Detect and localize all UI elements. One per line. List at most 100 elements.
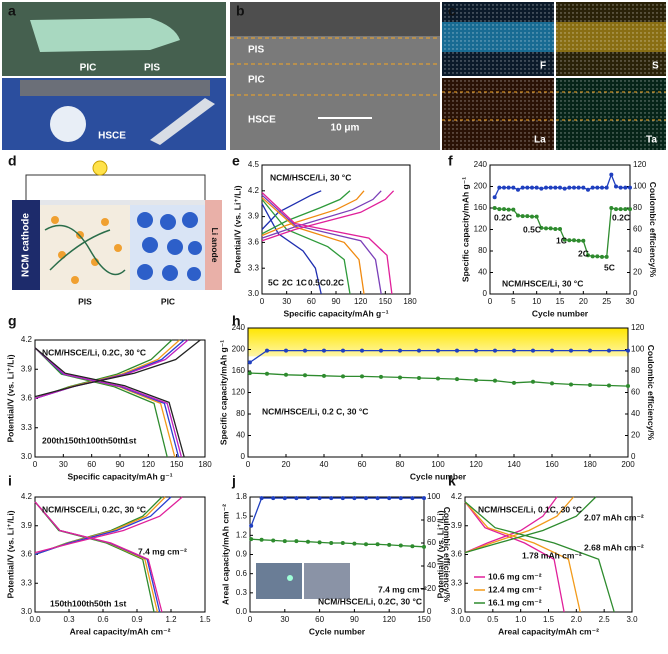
annotation: 7.4 mg cm⁻² bbox=[138, 546, 187, 556]
point bbox=[623, 185, 628, 190]
series-line bbox=[250, 497, 424, 527]
y-tick-label: 4.2 bbox=[248, 186, 260, 195]
x-tick-label: 150 bbox=[379, 297, 393, 306]
panel-label: i bbox=[8, 473, 12, 489]
x-tick-label: 60 bbox=[358, 460, 367, 469]
x-tick-label: 0 bbox=[33, 460, 38, 469]
annotation: 0.2C bbox=[494, 212, 512, 222]
point bbox=[249, 523, 254, 528]
panel-label: f bbox=[448, 153, 453, 169]
point bbox=[455, 377, 459, 382]
y2-axis-label: Coulombic efficiency/% bbox=[442, 507, 452, 603]
y-tick-label: 0 bbox=[241, 452, 246, 461]
x-axis-label: Areal capacity/mAh cm⁻² bbox=[70, 626, 171, 636]
series-line bbox=[261, 190, 365, 295]
y-tick-label: 160 bbox=[474, 203, 488, 212]
x-tick-label: 30 bbox=[280, 615, 289, 624]
point bbox=[614, 184, 618, 189]
y-tick-label: 3.6 bbox=[21, 394, 33, 403]
point bbox=[516, 187, 520, 192]
y-tick-label: 3.9 bbox=[451, 521, 463, 530]
legend-label: 0.2C bbox=[326, 277, 344, 287]
layer-label: PIC bbox=[248, 75, 265, 86]
annotation: NCM/HSCE/Li, 0.2 C, 30 °C bbox=[262, 406, 368, 416]
y-tick-label: 200 bbox=[474, 182, 488, 191]
y2-tick-label: 60 bbox=[427, 538, 436, 547]
y-tick-label: 4.2 bbox=[451, 492, 463, 501]
y-tick-label: 1.8 bbox=[236, 492, 248, 501]
x-tick-label: 90 bbox=[116, 460, 125, 469]
chart: g 0 30 60 90 120 150 180 3.0 3.3 3.6 3.9 4.2 Specific… bbox=[5, 313, 212, 482]
y2-tick-label: 80 bbox=[631, 366, 640, 375]
region-label: PIS bbox=[78, 296, 92, 306]
x-tick-label: 40 bbox=[320, 460, 329, 469]
point bbox=[604, 254, 609, 259]
y-tick-label: 80 bbox=[236, 409, 245, 418]
point bbox=[398, 543, 403, 548]
y-tick-label: 3.3 bbox=[248, 263, 260, 272]
point bbox=[364, 542, 368, 547]
x-tick-label: 30 bbox=[59, 460, 68, 469]
y-tick-label: 0 bbox=[483, 289, 488, 298]
point bbox=[398, 375, 402, 380]
y-tick-label: 200 bbox=[232, 345, 246, 354]
annotation: 0.2C bbox=[612, 212, 630, 222]
x-tick-label: 120 bbox=[142, 460, 156, 469]
y-tick-label: 240 bbox=[232, 323, 246, 332]
series-line bbox=[261, 190, 351, 295]
point bbox=[512, 348, 516, 353]
y-tick-label: 3.6 bbox=[21, 550, 33, 559]
element-label: Ta bbox=[646, 135, 657, 146]
x-tick-label: 20 bbox=[282, 460, 291, 469]
y2-tick-label: 120 bbox=[631, 323, 645, 332]
point bbox=[530, 185, 534, 190]
y-tick-label: 4.5 bbox=[248, 160, 260, 169]
x-tick-label: 0.9 bbox=[131, 615, 143, 624]
plot-frame bbox=[249, 496, 425, 613]
point bbox=[306, 539, 310, 544]
photo-label: PIC bbox=[80, 63, 97, 74]
point bbox=[322, 348, 326, 353]
y2-tick-label: 0 bbox=[633, 289, 638, 298]
point bbox=[303, 348, 307, 353]
point bbox=[586, 187, 590, 192]
x-tick-label: 80 bbox=[396, 460, 405, 469]
x-tick-label: 0 bbox=[248, 615, 253, 624]
legend-label: 2C bbox=[282, 277, 293, 287]
y-tick-label: 0.3 bbox=[236, 588, 248, 597]
x-tick-label: 60 bbox=[307, 297, 316, 306]
point bbox=[340, 541, 345, 545]
point bbox=[271, 538, 276, 543]
y-tick-label: 120 bbox=[232, 388, 246, 397]
point bbox=[417, 348, 421, 353]
x-axis-label: Specific capacity/mAh g⁻¹ bbox=[283, 308, 388, 318]
y-tick-label: 3.3 bbox=[21, 578, 33, 587]
x-tick-label: 20 bbox=[579, 297, 588, 306]
y2-axis-label: Coulombic efficiency/% bbox=[648, 182, 658, 278]
x-tick-label: 1.0 bbox=[515, 615, 527, 624]
y-axis-label: Potential/V (vs. Li⁺/Li) bbox=[232, 185, 242, 273]
x-tick-label: 0 bbox=[246, 460, 251, 469]
point bbox=[531, 348, 535, 353]
ruler bbox=[20, 80, 210, 96]
series-line bbox=[261, 190, 382, 295]
plot-frame bbox=[247, 327, 629, 458]
x-tick-label: 0.0 bbox=[459, 615, 471, 624]
y2-tick-label: 40 bbox=[633, 246, 642, 255]
chart-title: NCM/HSCE/Li, 30 °C bbox=[270, 172, 351, 182]
y-tick-label: 3.3 bbox=[21, 423, 33, 432]
point bbox=[609, 172, 614, 177]
point bbox=[249, 537, 254, 542]
point bbox=[474, 378, 478, 383]
point bbox=[341, 348, 345, 353]
point bbox=[284, 348, 288, 353]
x-tick-label: 15 bbox=[556, 297, 565, 306]
x-tick-label: 180 bbox=[198, 460, 212, 469]
x-axis-label: Specific capacity/mAh g⁻¹ bbox=[67, 471, 172, 481]
point bbox=[614, 207, 618, 212]
point bbox=[497, 207, 502, 212]
point bbox=[595, 254, 600, 259]
y-tick-label: 0.0 bbox=[236, 607, 248, 616]
point bbox=[550, 381, 554, 386]
x-tick-label: 140 bbox=[507, 460, 521, 469]
